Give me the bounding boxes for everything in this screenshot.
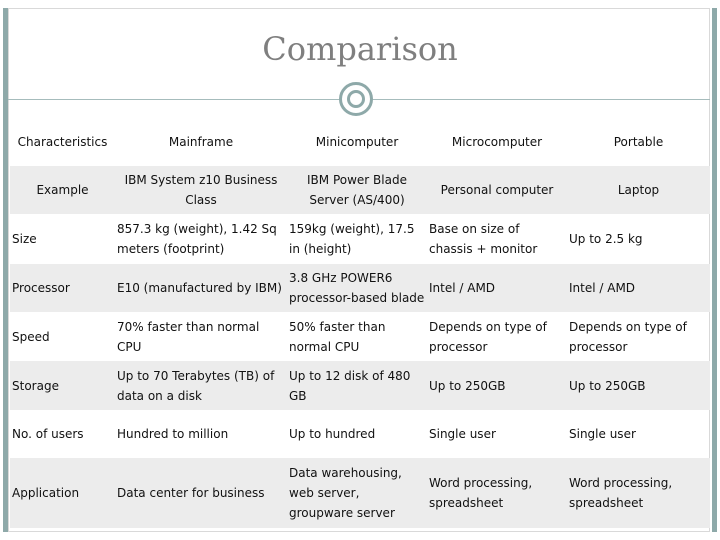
- row-label: Example: [10, 166, 115, 214]
- table-cell: 70% faster than normal CPU: [117, 319, 260, 354]
- table-cell: Depends on type of processor: [429, 319, 547, 354]
- table-cell: IBM Power Blade Server (AS/400): [287, 166, 427, 214]
- comparison-table: Characteristics Mainframe Minicomputer M…: [10, 118, 710, 528]
- row-label: Storage: [10, 361, 115, 410]
- header-cell: Minicomputer: [315, 135, 399, 149]
- table-row: Storage Up to 70 Terabytes (TB) of data …: [10, 361, 710, 410]
- header-cell: Microcomputer: [451, 135, 543, 149]
- table-row: Processor E10 (manufactured by IBM) 3.8 …: [10, 264, 710, 312]
- table-cell: Word processing, spreadsheet: [427, 458, 567, 528]
- row-label: Processor: [10, 264, 115, 312]
- right-accent-bar: [712, 8, 717, 532]
- table-row: Size 857.3 kg (weight), 1.42 Sq meters (…: [10, 214, 710, 264]
- table-row: Example IBM System z10 Business Class IB…: [10, 166, 710, 214]
- table-cell: Personal computer: [427, 166, 567, 214]
- table-cell: E10 (manufactured by IBM): [115, 264, 287, 312]
- table-cell: Laptop: [567, 166, 710, 214]
- row-label: Size: [12, 232, 37, 246]
- table-cell: Up to hundred: [289, 427, 376, 441]
- table-row: No. of users Hundred to million Up to hu…: [10, 410, 710, 458]
- header-row: Characteristics Mainframe Minicomputer M…: [10, 118, 710, 166]
- left-accent-bar: [3, 8, 8, 532]
- table-cell: Up to 250GB: [567, 361, 710, 410]
- table-cell: Hundred to million: [117, 427, 229, 441]
- table-cell: IBM System z10 Business Class: [115, 166, 287, 214]
- row-label: Application: [10, 458, 115, 528]
- slide-title: Comparison: [262, 30, 458, 68]
- circle-ornament-icon: [339, 82, 373, 116]
- table-cell: Intel / AMD: [427, 264, 567, 312]
- table-cell: Up to 250GB: [427, 361, 567, 410]
- table-cell: Up to 12 disk of 480 GB: [287, 361, 427, 410]
- table-cell: Base on size of chassis + monitor: [429, 222, 538, 256]
- table-cell: Word processing, spreadsheet: [567, 458, 710, 528]
- table-cell: Single user: [429, 427, 496, 441]
- table-cell: 857.3 kg (weight), 1.42 Sq meters (footp…: [117, 222, 277, 256]
- table-cell: Intel / AMD: [567, 264, 710, 312]
- table-cell: Data warehousing, web server, groupware …: [287, 458, 427, 528]
- table-cell: Depends on type of processor: [569, 319, 687, 354]
- table-cell: 159kg (weight), 17.5 in (height): [289, 222, 415, 256]
- table-cell: 3.8 GHz POWER6 processor-based blade: [287, 264, 427, 312]
- table-cell: Single user: [569, 427, 636, 441]
- header-cell: Portable: [613, 135, 664, 149]
- row-label: No. of users: [12, 427, 84, 441]
- table-row: Application Data center for business Dat…: [10, 458, 710, 528]
- table-cell: Data center for business: [115, 458, 287, 528]
- table-cell: Up to 2.5 kg: [569, 232, 643, 246]
- header-cell: Mainframe: [168, 135, 234, 149]
- table-cell: Up to 70 Terabytes (TB) of data on a dis…: [115, 361, 287, 410]
- row-label: Speed: [12, 329, 50, 344]
- table-row: Speed 70% faster than normal CPU 50% fas…: [10, 312, 710, 361]
- table-cell: 50% faster than normal CPU: [289, 319, 386, 354]
- header-cell: Characteristics: [17, 135, 108, 149]
